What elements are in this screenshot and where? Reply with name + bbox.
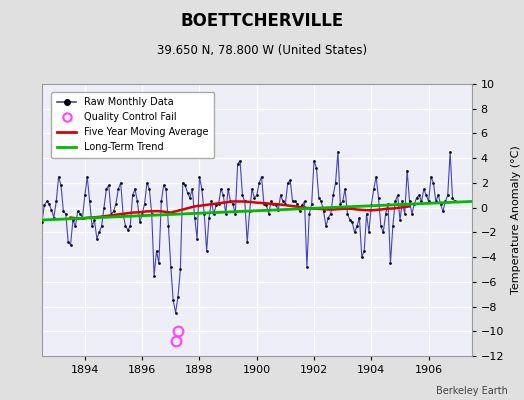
Text: 39.650 N, 78.800 W (United States): 39.650 N, 78.800 W (United States) [157, 44, 367, 57]
Legend: Raw Monthly Data, Quality Control Fail, Five Year Moving Average, Long-Term Tren: Raw Monthly Data, Quality Control Fail, … [51, 92, 214, 158]
Y-axis label: Temperature Anomaly (°C): Temperature Anomaly (°C) [511, 146, 521, 294]
Text: Berkeley Earth: Berkeley Earth [436, 386, 508, 396]
Text: BOETTCHERVILLE: BOETTCHERVILLE [180, 12, 344, 30]
